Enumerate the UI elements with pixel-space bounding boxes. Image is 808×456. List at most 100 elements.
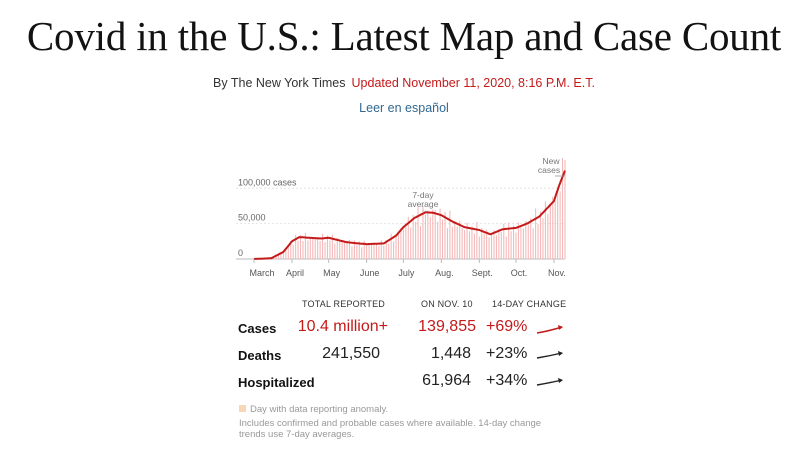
hospitalized-day: 61,964	[422, 372, 471, 389]
daily-case-bar	[493, 229, 495, 259]
x-tick-label: Nov.	[548, 268, 566, 278]
byline: By The New York Times Updated November 11…	[0, 76, 808, 90]
daily-case-bar	[429, 217, 431, 259]
daily-case-bar	[363, 240, 365, 259]
daily-case-bar	[366, 245, 368, 259]
daily-case-bar	[542, 218, 544, 259]
cases-day: 139,855	[418, 318, 476, 335]
daily-case-bar	[439, 208, 441, 259]
row-label-deaths: Deaths	[238, 348, 282, 363]
daily-case-bar	[339, 240, 341, 259]
daily-case-bar	[562, 157, 564, 259]
daily-case-bar	[358, 241, 360, 259]
daily-case-bar	[326, 235, 329, 259]
daily-case-bar	[437, 221, 439, 259]
annotation-7day-average: 7-day average	[408, 190, 439, 209]
daily-case-bar	[449, 210, 451, 259]
x-tick-label: Oct.	[511, 268, 528, 278]
daily-case-bar	[451, 226, 453, 259]
spanish-link[interactable]: Leer en español	[359, 101, 449, 115]
daily-case-bar	[468, 231, 471, 259]
cases-total: 10.4 million+	[297, 318, 388, 335]
anomaly-legend-label: Day with data reporting anomaly.	[250, 404, 389, 415]
chart-note-line2: trends use 7-day averages.	[239, 429, 355, 440]
daily-case-bar	[380, 240, 382, 259]
daily-case-bar	[353, 240, 355, 259]
daily-case-bar	[400, 228, 402, 259]
deaths-change: +23%	[486, 345, 528, 362]
daily-case-bar	[544, 201, 546, 259]
daily-case-bar	[317, 238, 319, 259]
daily-case-bar	[530, 218, 532, 259]
hospitalized-change: +34%	[486, 372, 528, 389]
daily-case-bar	[508, 222, 510, 259]
daily-case-bar	[539, 211, 542, 259]
daily-case-bar	[390, 233, 392, 259]
daily-case-bar	[517, 222, 520, 259]
daily-case-bar	[498, 228, 500, 259]
daily-case-bar	[331, 234, 333, 259]
deaths-day: 1,448	[430, 345, 471, 362]
header-total: TOTAL REPORTED	[302, 299, 385, 309]
daily-case-bar	[375, 243, 377, 259]
daily-case-bar	[432, 209, 434, 259]
daily-case-bar	[417, 207, 419, 259]
daily-case-bar	[478, 236, 480, 259]
x-tick-label: May	[323, 268, 341, 278]
daily-case-bar	[559, 191, 561, 259]
daily-case-bar	[442, 219, 444, 259]
daily-case-bar	[348, 240, 351, 259]
daily-case-bar	[356, 244, 358, 259]
daily-case-bar	[346, 242, 348, 259]
daily-case-bar	[344, 242, 346, 259]
x-tick-label: April	[286, 268, 304, 278]
daily-case-bar	[532, 228, 534, 259]
daily-case-bar	[525, 220, 527, 259]
daily-case-bar	[427, 210, 429, 259]
header-day: ON NOV. 10	[421, 299, 473, 309]
daily-case-bar	[292, 244, 294, 259]
daily-case-bar	[503, 223, 505, 259]
daily-case-bar	[422, 206, 424, 259]
daily-case-bar	[341, 241, 343, 259]
daily-case-bar	[309, 238, 311, 259]
daily-case-bar	[329, 240, 331, 259]
daily-case-bar	[444, 211, 446, 259]
daily-case-bar	[415, 221, 417, 259]
daily-case-bar	[537, 224, 539, 259]
daily-case-bar	[282, 252, 284, 259]
daily-case-bar	[336, 237, 338, 259]
daily-case-bar	[481, 227, 483, 259]
daily-case-bar	[459, 220, 461, 259]
daily-case-bar	[302, 241, 304, 259]
daily-case-bar	[397, 233, 400, 259]
daily-case-bar	[461, 227, 463, 259]
daily-case-bar	[549, 205, 551, 259]
x-tick-label: Sept.	[472, 268, 493, 278]
daily-case-bar	[299, 234, 302, 259]
daily-case-bar	[402, 229, 404, 259]
daily-case-bar	[319, 240, 321, 259]
daily-case-bar	[285, 248, 287, 259]
daily-case-bar	[370, 244, 373, 259]
daily-case-bar	[520, 226, 522, 259]
daily-case-bar	[287, 245, 289, 259]
annotation-new-cases: New cases	[538, 156, 560, 175]
daily-case-bar	[368, 244, 370, 259]
daily-case-bar	[510, 231, 512, 259]
daily-case-bar	[471, 226, 473, 259]
cases-chart: 0 50,000 100,000 cases March April May June Jul…	[236, 156, 566, 278]
daily-case-bar	[388, 243, 390, 259]
daily-case-bar	[290, 241, 292, 259]
daily-case-bar	[434, 210, 436, 259]
daily-case-bar	[535, 208, 537, 259]
daily-case-bar	[419, 225, 422, 259]
daily-case-bar	[490, 232, 493, 259]
deaths-trend-arrow-icon	[536, 351, 563, 359]
x-tick-label: Aug.	[435, 268, 454, 278]
daily-case-bar	[383, 245, 385, 259]
daily-case-bar	[314, 237, 316, 259]
daily-case-bar	[295, 234, 297, 259]
daily-case-bar	[334, 243, 336, 259]
daily-case-bar	[275, 256, 277, 259]
